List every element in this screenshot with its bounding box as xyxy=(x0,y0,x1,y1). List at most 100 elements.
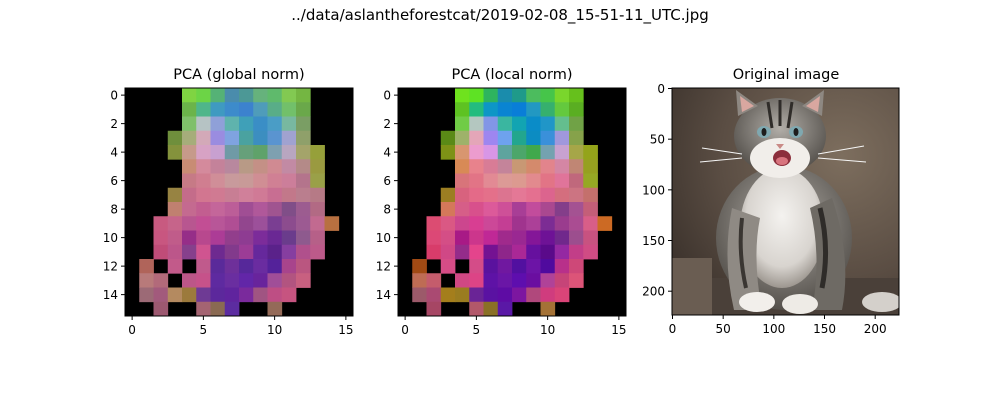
heatmap-cell xyxy=(455,187,470,203)
heatmap-cell xyxy=(296,159,311,174)
heatmap-cell xyxy=(483,244,499,260)
y-tick-label: 14 xyxy=(103,288,118,302)
heatmap-cell xyxy=(469,230,484,246)
heatmap-cell xyxy=(296,173,311,189)
heatmap-cell xyxy=(583,159,598,174)
heatmap-cell xyxy=(569,187,584,203)
heatmap-cell xyxy=(310,187,325,203)
heatmap-cell xyxy=(296,230,311,246)
heatmap-cell xyxy=(210,88,226,103)
heatmap-cell xyxy=(554,173,570,189)
heatmap-cell xyxy=(182,287,197,303)
heatmap-cell xyxy=(583,187,598,203)
x-tick-label: 0 xyxy=(401,323,409,337)
heatmap-cell xyxy=(597,216,613,231)
heatmap-cell xyxy=(196,273,211,288)
heatmap-cell xyxy=(526,216,541,231)
heatmap-cell xyxy=(296,116,311,132)
heatmap-cell xyxy=(483,187,499,203)
heatmap-cell xyxy=(267,216,283,231)
heatmap-cell xyxy=(167,287,183,303)
heatmap-cell xyxy=(512,202,527,217)
x-tick-label: 5 xyxy=(200,323,208,337)
heatmap-cell xyxy=(267,230,283,246)
heatmap-cell xyxy=(210,230,226,246)
heatmap-cell xyxy=(182,202,197,217)
heatmap-cell xyxy=(540,145,556,160)
x-tick-label: 150 xyxy=(813,322,836,336)
heatmap-cell xyxy=(512,230,527,246)
x-tick-label: 0 xyxy=(128,323,136,337)
x-tick-label: 0 xyxy=(669,322,677,336)
heatmap-cell xyxy=(224,88,240,103)
heatmap-cell xyxy=(239,259,254,274)
heatmap-cell xyxy=(310,202,325,217)
heatmap-cell xyxy=(196,173,211,189)
y-tick-label: 0 xyxy=(110,89,118,103)
heatmap-cell xyxy=(512,259,527,274)
heatmap-cell xyxy=(526,287,541,303)
axis-ticks: 0 50 100 150 200 0 50 100 150 200 xyxy=(642,82,887,336)
heatmap-cell xyxy=(281,287,297,303)
heatmap-cell xyxy=(455,88,470,103)
heatmap-cell xyxy=(224,301,240,317)
y-tick-label: 2 xyxy=(110,117,118,131)
y-tick-label: 4 xyxy=(110,146,118,160)
heatmap-cell xyxy=(267,145,283,160)
heatmap-cell xyxy=(540,244,556,260)
heatmap-cell xyxy=(224,102,240,117)
heatmap-cell xyxy=(497,301,513,317)
panel-title: PCA (global norm) xyxy=(173,67,304,83)
y-tick-label: 100 xyxy=(642,183,665,197)
heatmap-cell xyxy=(526,159,541,174)
heatmap-cell xyxy=(526,130,541,146)
heatmap-cell xyxy=(210,159,226,174)
heatmap-cell xyxy=(296,102,311,117)
heatmap-cell xyxy=(469,301,484,317)
heatmap-cell xyxy=(267,173,283,189)
heatmap-cell xyxy=(540,88,556,103)
heatmap-cell xyxy=(469,173,484,189)
panel-title: PCA (local norm) xyxy=(452,67,573,83)
heatmap-cell xyxy=(239,116,254,132)
heatmap-cell xyxy=(526,187,541,203)
heatmap-cell xyxy=(182,187,197,203)
heatmap-cell xyxy=(281,116,297,132)
heatmap-cell xyxy=(296,130,311,146)
heatmap-cell xyxy=(296,187,311,203)
heatmap-cell xyxy=(210,244,226,260)
heatmap-cell xyxy=(569,244,584,260)
y-tick-label: 0 xyxy=(383,89,391,103)
heatmap-cell xyxy=(224,116,240,132)
heatmap-cell xyxy=(167,145,183,160)
heatmap-cell xyxy=(569,230,584,246)
heatmap-cell xyxy=(540,301,556,317)
heatmap-cell xyxy=(196,88,211,103)
heatmap-cell xyxy=(455,202,470,217)
heatmap-cell xyxy=(497,273,513,288)
panel-pca-global: PCA (global norm) 0 5 10 15 0 2 4 6 8 10 12 14 xyxy=(103,67,354,337)
cat-photo xyxy=(672,88,899,315)
heatmap-cell xyxy=(167,187,183,203)
heatmap-cell xyxy=(483,230,499,246)
heatmap-cell xyxy=(196,202,211,217)
heatmap-cell xyxy=(281,102,297,117)
heatmap-cell xyxy=(569,273,584,288)
heatmap-cell xyxy=(412,259,427,274)
heatmap-cell xyxy=(583,230,598,246)
heatmap-cell xyxy=(210,216,226,231)
heatmap-cell xyxy=(224,159,240,174)
heatmap-cell xyxy=(267,259,283,274)
heatmap-cell xyxy=(540,287,556,303)
heatmap-cell xyxy=(267,273,283,288)
heatmap-cell xyxy=(310,230,325,246)
panel-original-image: Original image xyxy=(642,67,900,336)
heatmap-cell xyxy=(281,244,297,260)
heatmap-cell xyxy=(497,202,513,217)
heatmap-cell xyxy=(253,216,268,231)
heatmap-cell xyxy=(267,301,283,317)
heatmap-cell xyxy=(296,145,311,160)
heatmap-cell xyxy=(196,145,211,160)
heatmap-cell xyxy=(455,230,470,246)
heatmap-cell xyxy=(281,130,297,146)
